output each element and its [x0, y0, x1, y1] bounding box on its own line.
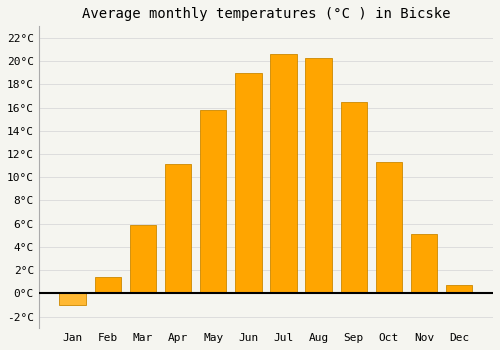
- Bar: [446, 285, 472, 293]
- Bar: [130, 225, 156, 293]
- Bar: [411, 234, 438, 293]
- Bar: [270, 54, 296, 293]
- Bar: [376, 162, 402, 293]
- Bar: [235, 73, 262, 293]
- Bar: [60, 293, 86, 305]
- Bar: [200, 110, 226, 293]
- Bar: [94, 277, 121, 293]
- Bar: [340, 102, 367, 293]
- Bar: [306, 58, 332, 293]
- Bar: [165, 164, 191, 293]
- Title: Average monthly temperatures (°C ) in Bicske: Average monthly temperatures (°C ) in Bi…: [82, 7, 450, 21]
